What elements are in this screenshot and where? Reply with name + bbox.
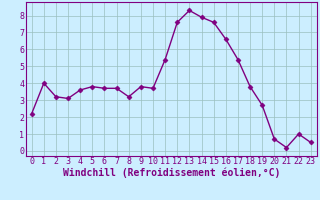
X-axis label: Windchill (Refroidissement éolien,°C): Windchill (Refroidissement éolien,°C) [62,168,280,178]
